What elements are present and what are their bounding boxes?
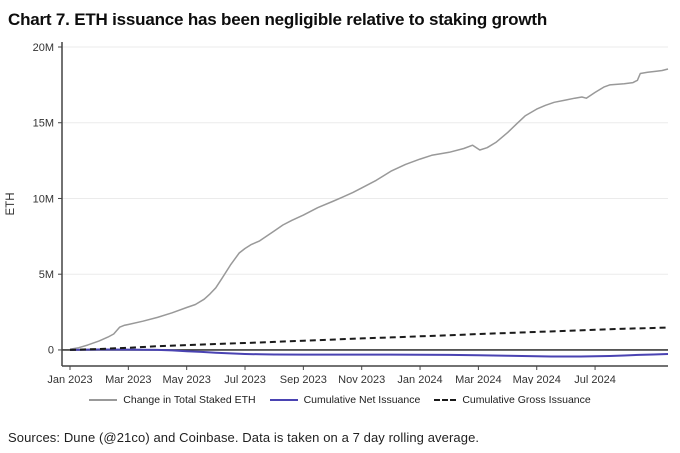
legend-label: Change in Total Staked ETH (123, 394, 256, 406)
x-tick-label: Mar 2023 (105, 374, 151, 384)
chart-area: 0 5M 10M 15M 20M Jan 2023 Mar 2023 May 2023 Jul … (0, 32, 680, 384)
y-tick-label: 20M (33, 42, 54, 54)
legend-label: Cumulative Gross Issuance (462, 394, 591, 406)
legend-item-2: Cumulative Gross Issuance (434, 394, 591, 406)
series-line-2 (69, 326, 669, 351)
x-tick-label: Jan 2024 (397, 374, 442, 384)
x-tick-label: Jul 2023 (224, 374, 266, 384)
y-axis-title: ETH (5, 193, 17, 216)
x-tick-label: Nov 2023 (338, 374, 385, 384)
series-line-1 (69, 348, 669, 358)
chart-title: Chart 7. ETH issuance has been negligibl… (8, 10, 548, 29)
legend: Change in Total Staked ETH Cumulative Net… (0, 391, 680, 409)
x-tick-label: May 2023 (163, 374, 211, 384)
series-line-0 (69, 68, 669, 350)
y-tick-label: 10M (33, 193, 54, 205)
legend-label: Cumulative Net Issuance (303, 394, 421, 406)
legend-item-0: Change in Total Staked ETH (89, 394, 256, 406)
x-tick-label: Sep 2023 (280, 374, 327, 384)
y-tick-label: 5M (39, 269, 54, 281)
x-tick-label: Jan 2023 (47, 374, 92, 384)
y-tick-label: 15M (33, 118, 54, 130)
x-tick-label: May 2024 (513, 374, 561, 384)
legend-marker-dashed-icon (434, 399, 457, 401)
legend-marker-line-icon (89, 399, 118, 401)
x-tick-label: Jul 2024 (574, 374, 616, 384)
x-tick-label: Mar 2024 (455, 374, 501, 384)
legend-marker-line-icon (269, 399, 298, 401)
legend-item-1: Cumulative Net Issuance (269, 394, 421, 406)
line-chart: 0 5M 10M 15M 20M Jan 2023 Mar 2023 May 2023 Jul … (5, 42, 669, 384)
sources-note: Sources: Dune (@21co) and Coinbase. Data… (8, 430, 480, 445)
y-tick-label: 0 (48, 345, 54, 357)
